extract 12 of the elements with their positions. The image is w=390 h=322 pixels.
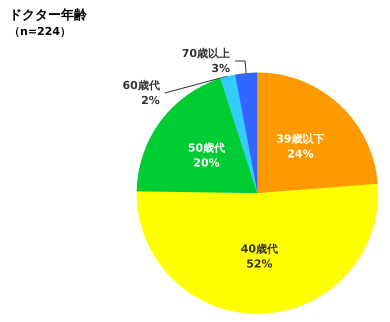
data-label: 24% (287, 148, 314, 161)
slice-label: 50歳代 (188, 141, 226, 154)
data-label: 20% (193, 156, 220, 170)
slice-label: 60歳代 (122, 79, 160, 92)
data-label: 2% (141, 94, 160, 108)
data-label: 52% (246, 258, 273, 271)
chart-subtitle: （n=224） (9, 25, 72, 38)
slice-label: 40歳代 (240, 242, 278, 256)
slice-label: 39歳以下 (276, 132, 325, 146)
slice-label: 70歳以上 (182, 47, 230, 60)
chart-title: ドクター年齢 (9, 8, 88, 23)
data-label: 3% (211, 62, 230, 76)
